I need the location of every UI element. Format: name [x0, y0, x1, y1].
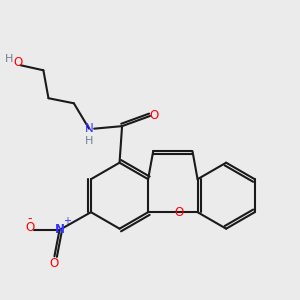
- Text: O: O: [14, 56, 22, 69]
- Text: O: O: [174, 206, 184, 219]
- Text: O: O: [149, 110, 159, 122]
- Text: +: +: [63, 216, 71, 226]
- Text: H: H: [85, 136, 93, 146]
- Text: H: H: [5, 54, 14, 64]
- Text: N: N: [85, 122, 94, 135]
- Text: -: -: [28, 212, 32, 225]
- Text: O: O: [50, 257, 59, 271]
- Text: N: N: [55, 224, 64, 236]
- Text: O: O: [26, 221, 35, 234]
